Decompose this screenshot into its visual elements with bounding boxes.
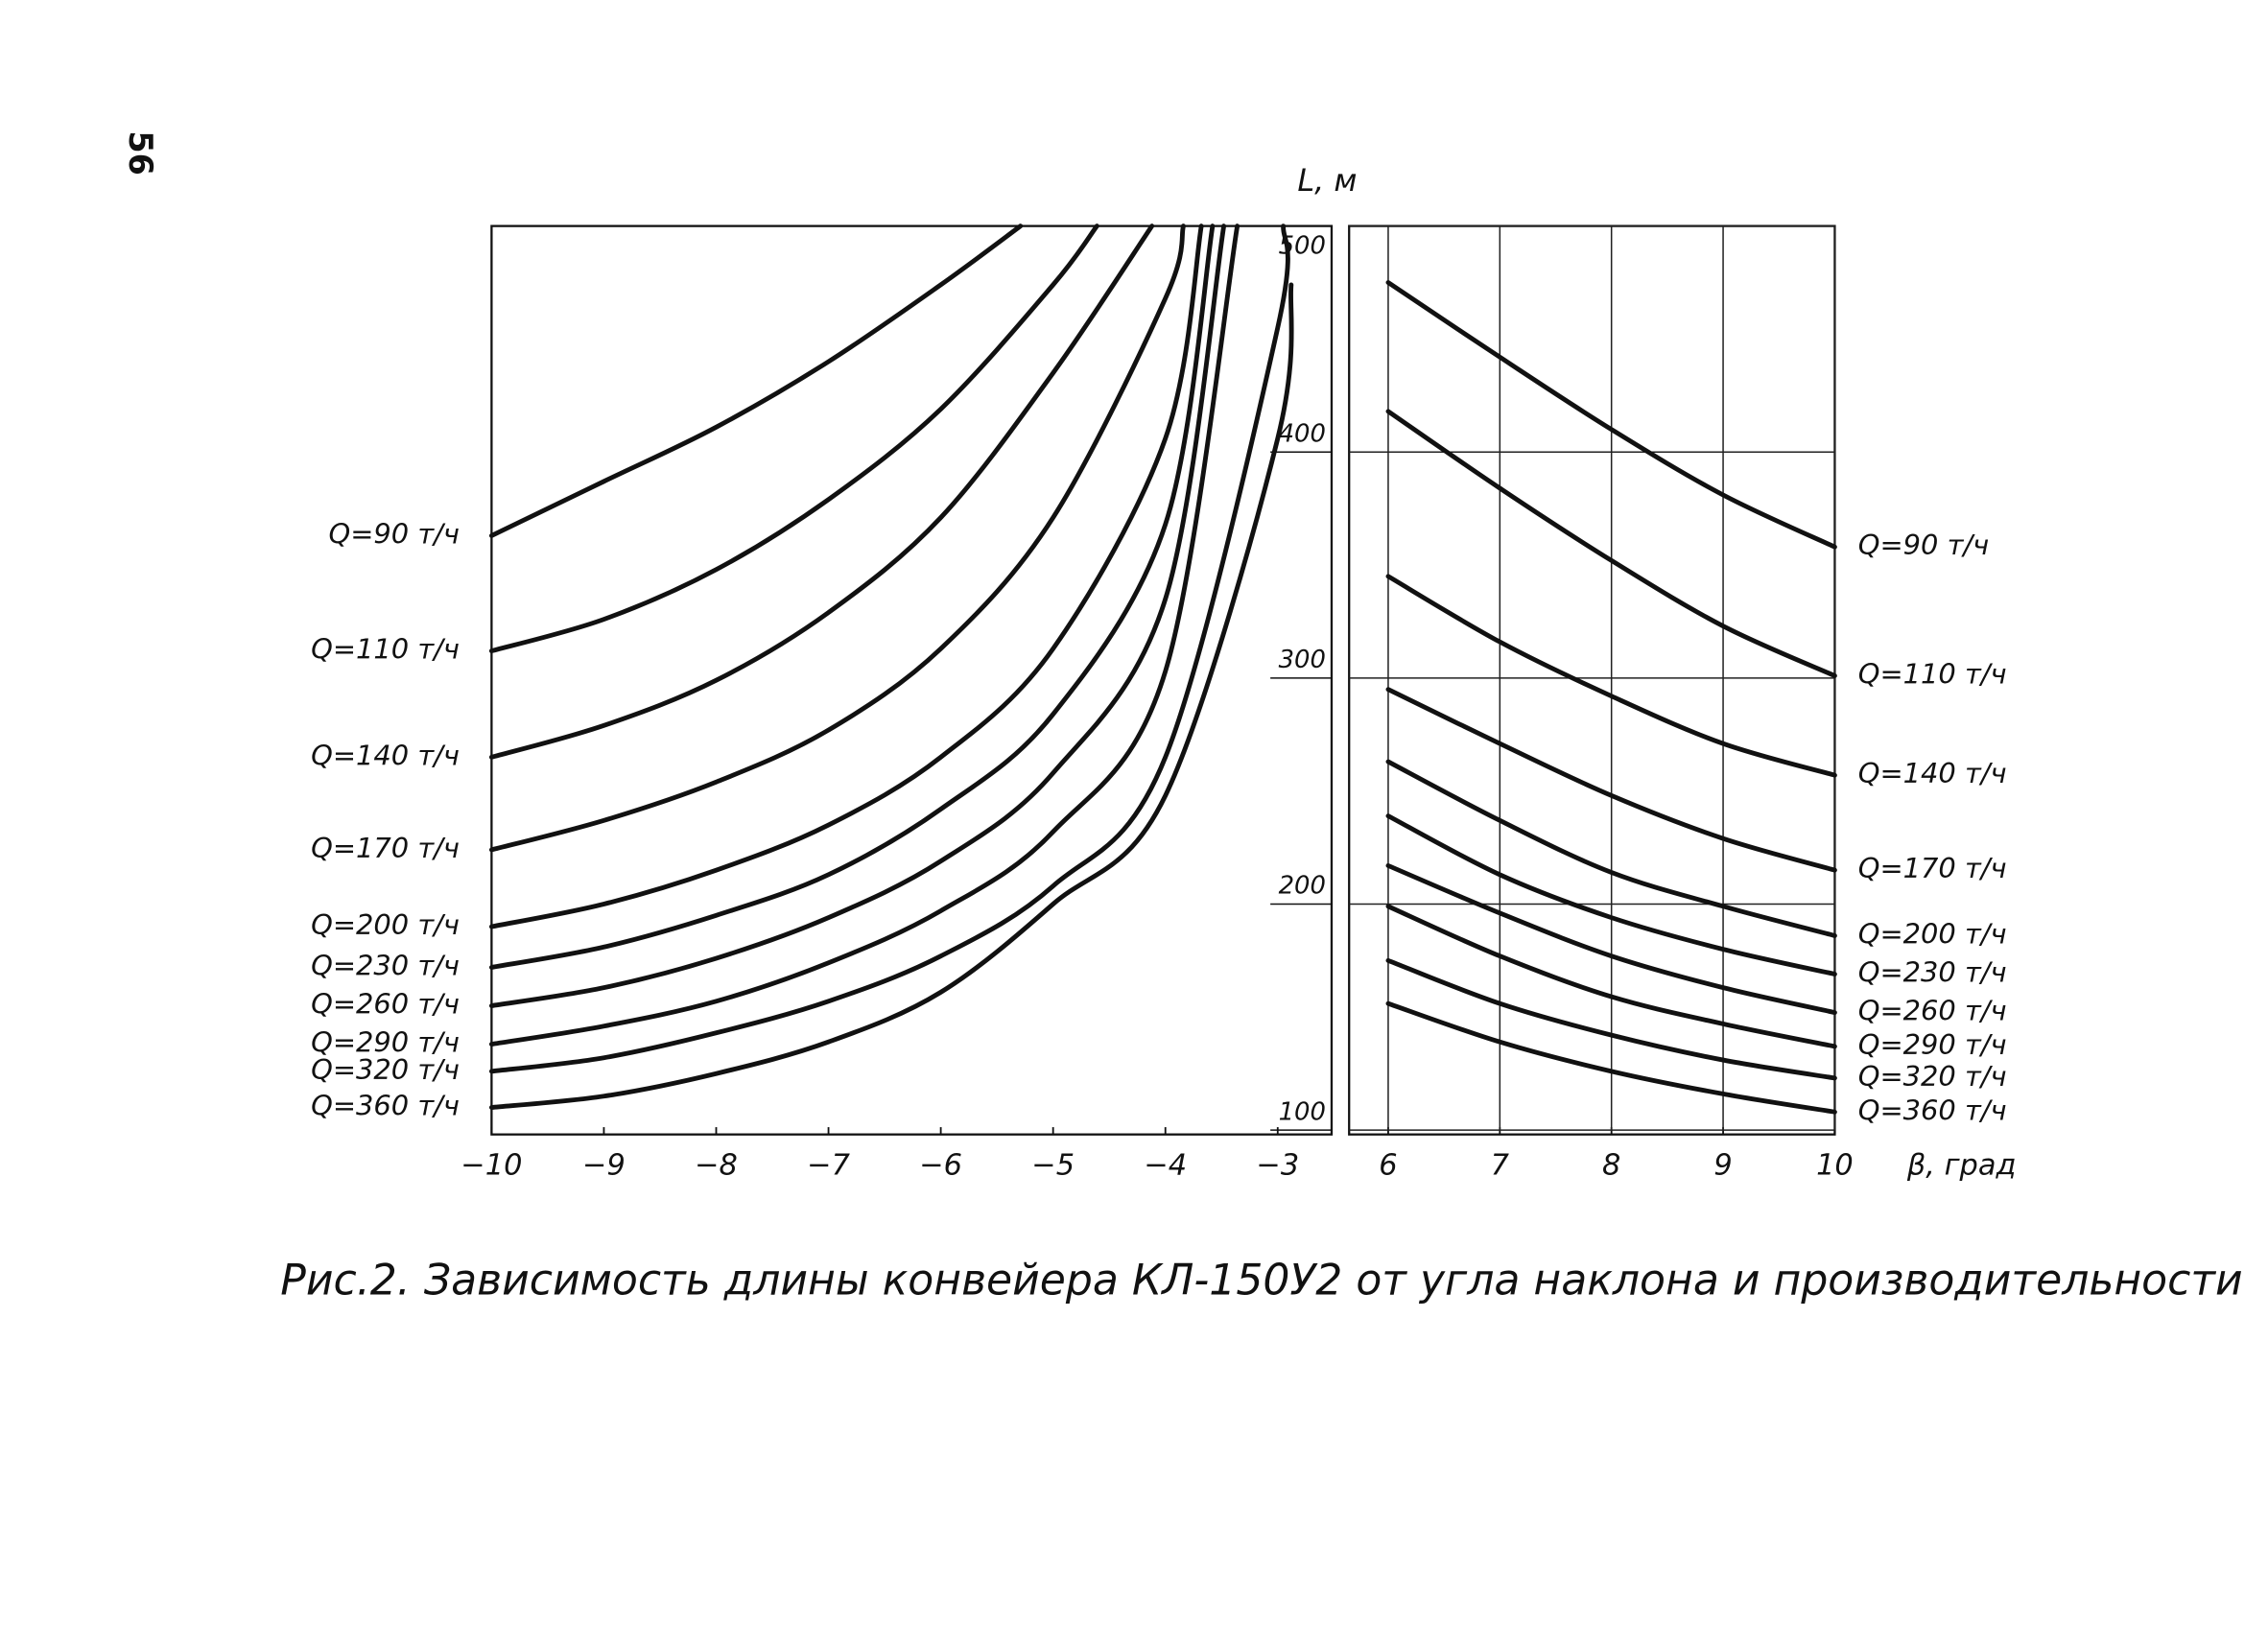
curve (1385, 813, 1837, 976)
curve-label: Q=170 т/ч (1858, 852, 2007, 884)
curve-label: Q=110 т/ч (1858, 658, 2007, 691)
curve (488, 224, 1186, 853)
x-tick-label: −9 (582, 1149, 626, 1183)
curve (488, 224, 1216, 970)
curve-label: Q=140 т/ч (311, 739, 460, 771)
curve-label: Q=200 т/ч (1858, 917, 2007, 950)
curve (488, 224, 1099, 654)
curve (1385, 759, 1837, 938)
panel-frame (490, 224, 1334, 1136)
curve (488, 224, 1024, 538)
caption: Рис.2. Зависимость длины конвейера КЛ-15… (280, 1257, 2242, 1306)
page-number: 56 (122, 130, 159, 176)
x-tick-label: 9 (1713, 1149, 1732, 1183)
curve-label: Q=140 т/ч (1858, 757, 2007, 789)
y-axis-label: L, м (1297, 162, 1357, 199)
curve (1385, 409, 1837, 678)
curve-label: Q=320 т/ч (311, 1053, 460, 1086)
curve (488, 224, 1227, 1008)
curve (1385, 280, 1837, 550)
x-tick-label: −4 (1144, 1149, 1187, 1183)
y-tick-label: 300 (1279, 646, 1326, 674)
x-tick-label: −3 (1256, 1149, 1299, 1183)
curve-label: Q=230 т/ч (1858, 956, 2007, 989)
x-tick-label: −10 (461, 1149, 522, 1183)
curve-label: Q=200 т/ч (311, 908, 460, 941)
y-tick-label: 400 (1279, 420, 1326, 449)
curve (488, 224, 1240, 1047)
curve-label: Q=110 т/ч (311, 633, 460, 666)
curve (488, 224, 1290, 1074)
x-tick-label: 10 (1816, 1149, 1854, 1183)
curve (488, 224, 1204, 929)
curve-label: Q=90 т/ч (1858, 529, 1989, 561)
curve-label: Q=360 т/ч (1858, 1094, 2007, 1126)
y-tick-label: 200 (1279, 872, 1326, 901)
curve (1385, 687, 1837, 873)
x-tick-label: 7 (1491, 1149, 1510, 1183)
x-tick-label: 8 (1602, 1149, 1620, 1183)
curve-label: Q=290 т/ч (311, 1026, 460, 1059)
curve-label: Q=260 т/ч (311, 988, 460, 1021)
curve-label: Q=170 т/ч (311, 832, 460, 864)
y-tick-label: 100 (1279, 1097, 1326, 1126)
x-tick-label: −5 (1031, 1149, 1075, 1183)
curve-label: Q=320 т/ч (1858, 1060, 2007, 1093)
curve (488, 282, 1294, 1110)
curve-label: Q=290 т/ч (1858, 1028, 2007, 1061)
x-tick-label: −6 (919, 1149, 962, 1183)
curve (1385, 574, 1837, 778)
curve (1385, 957, 1837, 1081)
curve-label: Q=90 т/ч (328, 517, 459, 550)
x-tick-label: −8 (695, 1149, 738, 1183)
x-tick-label: 6 (1379, 1149, 1397, 1183)
curve-label: Q=360 т/ч (311, 1090, 460, 1122)
curve-label: Q=260 т/ч (1858, 995, 2007, 1027)
curve (488, 224, 1155, 760)
x-tick-label: −7 (807, 1149, 850, 1183)
curve (1385, 862, 1837, 1016)
curve (1385, 904, 1837, 1049)
curve (1385, 1000, 1837, 1115)
x-axis-label: β, град (1906, 1149, 2017, 1183)
curve-label: Q=230 т/ч (311, 949, 460, 981)
